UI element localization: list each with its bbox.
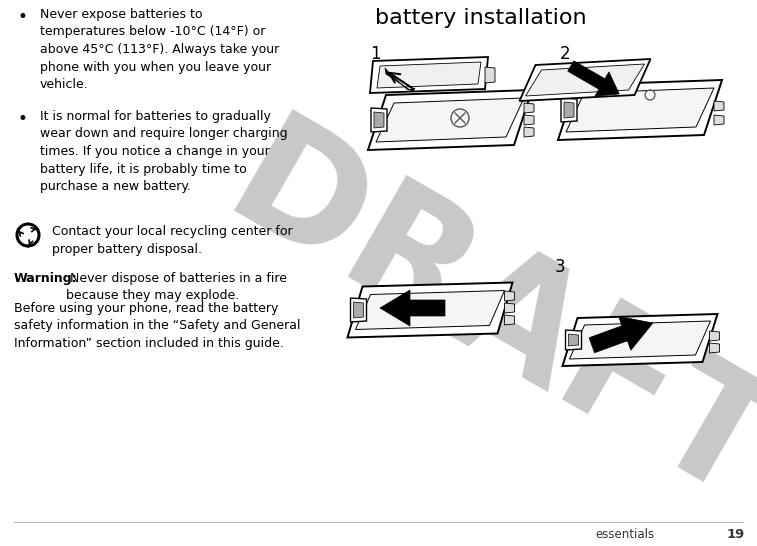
Text: Before using your phone, read the battery
safety information in the “Safety and : Before using your phone, read the batter… [14,302,301,350]
Text: 3: 3 [555,258,565,276]
Polygon shape [569,334,578,346]
Text: Never dispose of batteries in a fire
because they may explode.: Never dispose of batteries in a fire bec… [66,272,287,302]
Polygon shape [371,108,387,132]
Text: •: • [17,8,27,26]
Text: Warning:: Warning: [14,272,78,285]
Polygon shape [385,68,415,92]
Text: 19: 19 [727,528,745,541]
Polygon shape [569,321,711,359]
Polygon shape [568,61,619,96]
Text: It is normal for batteries to gradually
wear down and require longer charging
ti: It is normal for batteries to gradually … [40,110,288,193]
Polygon shape [524,103,534,113]
Polygon shape [558,80,722,140]
Text: Never expose batteries to
temperatures below -10°C (14°F) or
above 45°C (113°F).: Never expose batteries to temperatures b… [40,8,279,91]
Polygon shape [564,102,574,118]
Polygon shape [368,90,532,150]
Polygon shape [376,98,524,142]
Polygon shape [562,314,718,366]
Polygon shape [377,62,481,88]
Polygon shape [566,88,714,132]
Polygon shape [504,291,515,301]
Polygon shape [525,64,644,96]
Polygon shape [350,298,366,322]
Polygon shape [519,59,650,101]
Polygon shape [565,330,581,350]
Polygon shape [589,316,653,353]
Polygon shape [524,127,534,137]
Polygon shape [356,290,504,329]
Polygon shape [709,331,719,341]
Polygon shape [709,343,719,353]
Text: Contact your local recycling center for
proper battery disposal.: Contact your local recycling center for … [52,225,293,256]
Polygon shape [485,67,495,83]
Polygon shape [714,101,724,111]
Text: •: • [17,110,27,128]
Polygon shape [504,315,515,325]
Text: DRAFT: DRAFT [203,104,757,537]
Text: 1: 1 [370,45,381,63]
Polygon shape [374,112,384,128]
Polygon shape [354,302,363,318]
Text: essentials: essentials [595,528,654,541]
Polygon shape [524,115,534,125]
Polygon shape [370,57,488,93]
Text: 2: 2 [560,45,571,63]
Polygon shape [561,98,577,122]
Polygon shape [714,115,724,125]
Polygon shape [504,303,515,313]
Polygon shape [347,282,512,337]
Text: battery installation: battery installation [375,8,587,28]
Polygon shape [380,290,445,326]
